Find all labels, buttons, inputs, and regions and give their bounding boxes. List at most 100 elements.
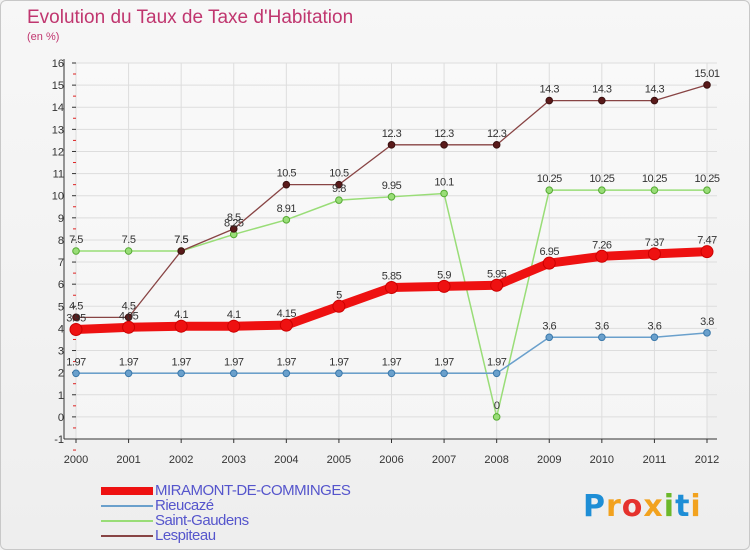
y-tick-label: 12 (52, 146, 64, 158)
x-tick-label: 2005 (327, 454, 351, 466)
data-label: 1.97 (487, 356, 507, 368)
data-label: 1.97 (224, 356, 244, 368)
logo-letter: i (690, 489, 702, 524)
data-label: 0 (494, 400, 500, 412)
data-label: 4.15 (277, 308, 297, 320)
data-label: 10.5 (329, 168, 349, 180)
data-point (492, 413, 501, 421)
data-point (385, 280, 398, 294)
y-tick-label: 1 (58, 390, 64, 402)
legend-swatch-lespiteau (101, 535, 153, 537)
data-point (124, 313, 133, 322)
y-tick-label: 8 (58, 235, 64, 247)
data-point (177, 247, 185, 255)
x-tick-label: 2012 (695, 454, 719, 466)
data-label: 3.6 (648, 320, 662, 332)
data-point (229, 369, 238, 378)
data-point (700, 245, 714, 259)
data-label: 7.37 (645, 237, 665, 249)
data-label: 1.97 (277, 356, 297, 368)
data-label: 10.25 (589, 173, 614, 185)
data-label: 1.97 (434, 356, 454, 368)
data-point (490, 278, 504, 292)
data-point (177, 369, 185, 378)
data-point (335, 196, 343, 204)
data-point (650, 96, 659, 105)
data-label: 7.5 (122, 234, 136, 246)
data-point (598, 333, 606, 342)
data-point (124, 369, 133, 378)
data-point (440, 369, 448, 378)
x-tick-label: 2008 (484, 454, 508, 466)
data-point (598, 186, 606, 194)
data-label: 4.5 (69, 300, 83, 312)
data-point (227, 319, 241, 333)
data-point (387, 141, 396, 149)
data-label: 12.3 (382, 128, 402, 140)
x-tick-label: 2006 (379, 454, 403, 466)
data-label: 10.25 (537, 173, 562, 185)
data-point (492, 369, 501, 378)
y-tick-label: 6 (58, 279, 64, 291)
data-point (229, 225, 238, 233)
logo-letter: t (675, 489, 691, 524)
data-point (703, 186, 711, 194)
data-label: 12.3 (487, 128, 507, 140)
x-tick-label: 2001 (116, 454, 140, 466)
legend-label-miramont: MIRAMONT-DE-COMMINGES (155, 482, 351, 499)
data-label: 3.8 (700, 316, 714, 328)
x-tick-label: 2010 (590, 454, 614, 466)
data-label: 5.9 (437, 269, 451, 281)
data-label: 1.97 (119, 356, 139, 368)
legend-swatch-miramont (101, 487, 153, 495)
y-tick-label: 2 (58, 368, 64, 380)
data-label: 14.3 (540, 84, 560, 96)
logo-letter: i (663, 489, 676, 524)
data-point (650, 186, 659, 194)
chart-title: Evolution du Taux de Taxe d'Habitation (27, 7, 354, 28)
data-point (542, 256, 556, 270)
data-point (72, 313, 80, 322)
legend-swatch-saint-gaudens (101, 520, 153, 522)
y-tick-label: 3 (58, 346, 64, 358)
data-label: 10.1 (434, 176, 454, 188)
data-label: 1.97 (171, 356, 191, 368)
x-tick-label: 2011 (643, 454, 667, 466)
data-point (598, 96, 606, 105)
data-label: 7.5 (69, 234, 83, 246)
data-label: 4.05 (119, 310, 139, 322)
legend-label-lespiteau: Lespiteau (155, 527, 216, 544)
data-point (437, 279, 451, 293)
data-label: 9.8 (332, 183, 346, 195)
data-point (122, 320, 136, 334)
data-point (335, 369, 343, 378)
data-label: 9.95 (382, 180, 402, 192)
data-label: 14.3 (645, 84, 665, 96)
data-label: 4.1 (227, 309, 241, 321)
data-label: 1.97 (329, 356, 349, 368)
data-label: 8.5 (227, 212, 241, 224)
data-label: 4.1 (174, 309, 188, 321)
x-tick-label: 2002 (169, 454, 193, 466)
y-tick-label: 9 (58, 213, 64, 225)
data-label: 15.01 (694, 68, 719, 80)
data-label: 1.97 (382, 356, 402, 368)
logo-letter: o (621, 489, 644, 524)
data-label: 14.3 (592, 84, 612, 96)
y-tick-label: 7 (58, 257, 64, 269)
series-lines (69, 81, 714, 421)
x-tick-label: 2000 (64, 454, 88, 466)
y-tick-label: 15 (52, 80, 64, 92)
y-tick-label: 10 (52, 191, 64, 203)
data-point (69, 323, 83, 337)
data-point (703, 81, 711, 89)
data-point (387, 193, 396, 201)
data-point (703, 329, 711, 337)
data-label: 10.5 (277, 168, 297, 180)
data-point (279, 318, 293, 332)
data-point (282, 216, 291, 224)
data-labels: 3.95 4.05 4.1 4.1 4.15 5 5.85 5.9 5.95 6.95 7.26 7.… (66, 68, 720, 412)
x-tick-label: 2004 (274, 454, 298, 466)
